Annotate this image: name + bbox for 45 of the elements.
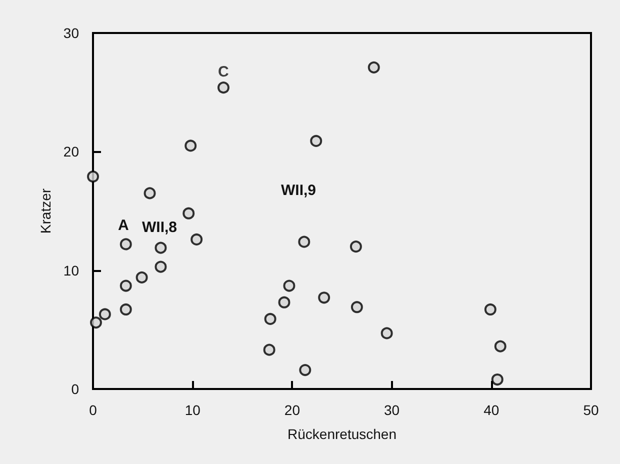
annotation: A <box>118 217 129 234</box>
y-tick-label: 10 <box>63 262 80 278</box>
point <box>299 364 312 376</box>
y-tick-label: 20 <box>63 144 80 160</box>
point <box>298 236 310 248</box>
point <box>283 280 296 292</box>
y-axis-title: Kratzer <box>38 188 54 234</box>
point <box>494 340 506 352</box>
point <box>120 303 132 316</box>
x-tick-label: 0 <box>89 402 98 418</box>
point <box>120 238 132 250</box>
y-tick-label: 0 <box>71 381 80 397</box>
point <box>120 280 132 292</box>
point <box>318 292 330 304</box>
point <box>263 344 276 356</box>
point <box>154 242 167 254</box>
point <box>98 308 111 320</box>
point <box>87 170 99 183</box>
annotation: WII,8 <box>142 219 178 236</box>
point <box>90 316 102 329</box>
x-axis-title: Rückenretuschen <box>288 426 396 442</box>
annotation: C <box>218 64 230 81</box>
point <box>190 233 203 246</box>
y-tick-label: 30 <box>63 25 80 41</box>
point <box>154 260 167 273</box>
point <box>380 327 393 340</box>
x-tick-label: 20 <box>284 402 300 418</box>
point <box>217 82 230 94</box>
x-tick-label: 10 <box>184 402 201 418</box>
point <box>368 61 380 74</box>
point <box>136 271 148 284</box>
point <box>264 312 276 325</box>
point <box>184 140 197 152</box>
x-tick-label: 40 <box>484 402 500 418</box>
point <box>491 374 504 386</box>
x-tick-label: 30 <box>384 402 400 418</box>
point <box>144 187 156 200</box>
point <box>350 240 362 253</box>
point <box>310 134 322 147</box>
point <box>350 301 363 314</box>
point <box>484 303 496 316</box>
point <box>182 207 195 220</box>
annotation: WII,9 <box>281 182 316 199</box>
x-tick-label: 50 <box>583 402 599 418</box>
point <box>278 296 290 308</box>
